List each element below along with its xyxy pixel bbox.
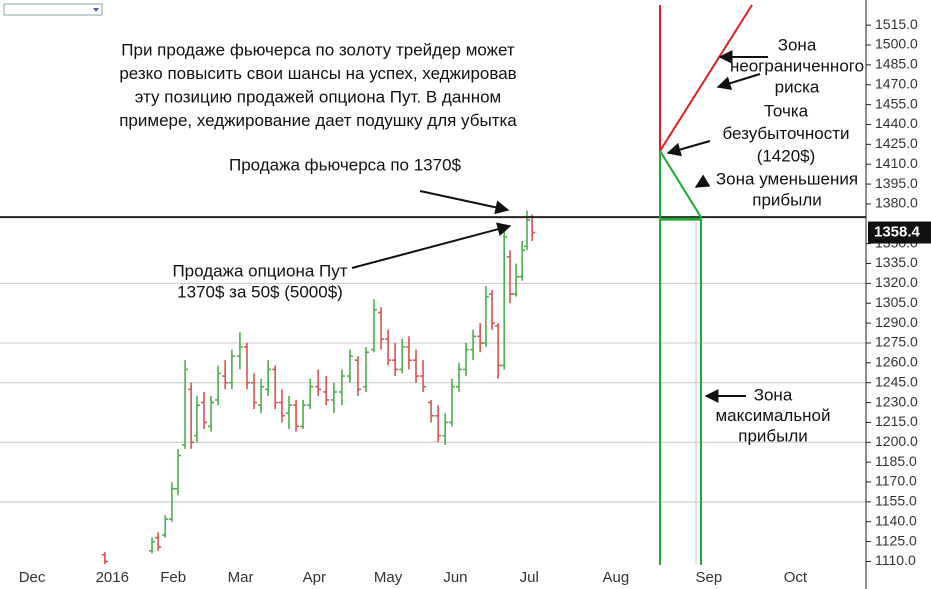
- x-tick-label: Feb: [160, 569, 186, 586]
- y-tick-label: 1425.0: [875, 135, 918, 151]
- x-tick-label: 2016: [96, 569, 129, 586]
- annotation-text: риска: [775, 77, 820, 96]
- dropdown-icon: [93, 8, 99, 12]
- y-tick-label: 1155.0: [875, 493, 917, 509]
- y-tick-label: 1320.0: [875, 274, 918, 290]
- grid: [0, 282, 866, 503]
- y-tick-label: 1500.0: [875, 36, 918, 52]
- risk-diagonal: [659, 4, 753, 152]
- annotation-text: прибыли: [738, 426, 808, 445]
- arrow: [419, 190, 510, 215]
- annotation-text: максимальной: [715, 406, 830, 425]
- annotation-text: Продажа фьючерса по 1370$: [229, 155, 462, 174]
- annotation-text: При продаже фьючерса по золоту трейдер м…: [121, 40, 515, 59]
- arrow: [351, 222, 512, 269]
- annotation-text: эту позицию продажей опциона Пут. В данн…: [135, 87, 501, 106]
- profit-diagonal: [659, 150, 702, 218]
- last-price-box: [868, 221, 931, 244]
- y-axis: 1110.0 1125.0 1140.0 1155.0 1170.0 1185.0 1200…: [19, 0, 931, 589]
- y-tick-label: 1245.0: [875, 373, 918, 389]
- y-tick-label: 1110.0: [875, 552, 916, 568]
- y-tick-label: 1215.0: [875, 413, 918, 429]
- x-tick-label: May: [374, 569, 403, 586]
- y-tick-label: 1140.0: [875, 512, 917, 528]
- x-tick-label: Aug: [602, 569, 629, 586]
- annotation-text: неограниченного: [730, 56, 864, 75]
- last-price-label: 1358.4: [874, 223, 921, 240]
- y-tick-label: 1380.0: [875, 195, 918, 211]
- annotations: При продаже фьючерса по золоту трейдер м…: [119, 35, 864, 445]
- arrow: [666, 140, 711, 157]
- annotation-text: резко повысить свои шансы на успех, хедж…: [119, 64, 516, 83]
- y-tick-label: 1395.0: [875, 175, 918, 191]
- y-tick-label: 1440.0: [875, 115, 918, 131]
- y-tick-label: 1305.0: [875, 294, 918, 310]
- annotation-text: (1420$): [757, 146, 816, 165]
- y-tick-label: 1200.0: [875, 433, 918, 449]
- annotation-text: Зона: [754, 385, 793, 404]
- x-tick-label: Dec: [19, 569, 46, 586]
- y-tick-label: 1260.0: [875, 354, 918, 370]
- symbol-selector[interactable]: [3, 3, 103, 16]
- y-tick-label: 1455.0: [875, 95, 918, 111]
- y-tick-label: 1515.0: [875, 16, 918, 32]
- annotation-text: 1370$ за 50$ (5000$): [177, 282, 343, 301]
- x-tick-label: Mar: [228, 569, 254, 586]
- y-tick-label: 1290.0: [875, 314, 918, 330]
- x-tick-label: Oct: [784, 569, 808, 586]
- y-tick-label: 1170.0: [875, 473, 917, 489]
- y-tick-label: 1470.0: [875, 75, 918, 91]
- x-tick-label: Jun: [443, 569, 467, 586]
- price-bars: [101, 210, 536, 565]
- arrow: [694, 174, 711, 188]
- annotation-text: Точка: [764, 101, 809, 120]
- annotation-text: Зона: [778, 35, 817, 54]
- y-tick-label: 1335.0: [875, 254, 918, 270]
- x-tick-label: Apr: [303, 569, 326, 586]
- x-tick-label: Jul: [520, 569, 539, 586]
- annotation-text: Продажа опциона Пут: [172, 261, 347, 280]
- arrow: [716, 73, 761, 90]
- y-tick-label: 1410.0: [875, 155, 918, 171]
- y-tick-label: 1230.0: [875, 393, 918, 409]
- y-tick-label: 1485.0: [875, 56, 918, 72]
- annotation-text: примере, хеджирование дает подушку для у…: [119, 111, 517, 130]
- annotation-text: безубыточности: [722, 124, 849, 143]
- y-tick-label: 1275.0: [875, 334, 918, 350]
- y-tick-label: 1185.0: [875, 453, 917, 469]
- y-tick-label: 1125.0: [875, 532, 917, 548]
- x-tick-label: Sep: [695, 569, 722, 586]
- annotation-text: прибыли: [752, 190, 822, 209]
- annotation-text: Зона уменьшения: [716, 169, 858, 188]
- overlay: [0, 4, 866, 565]
